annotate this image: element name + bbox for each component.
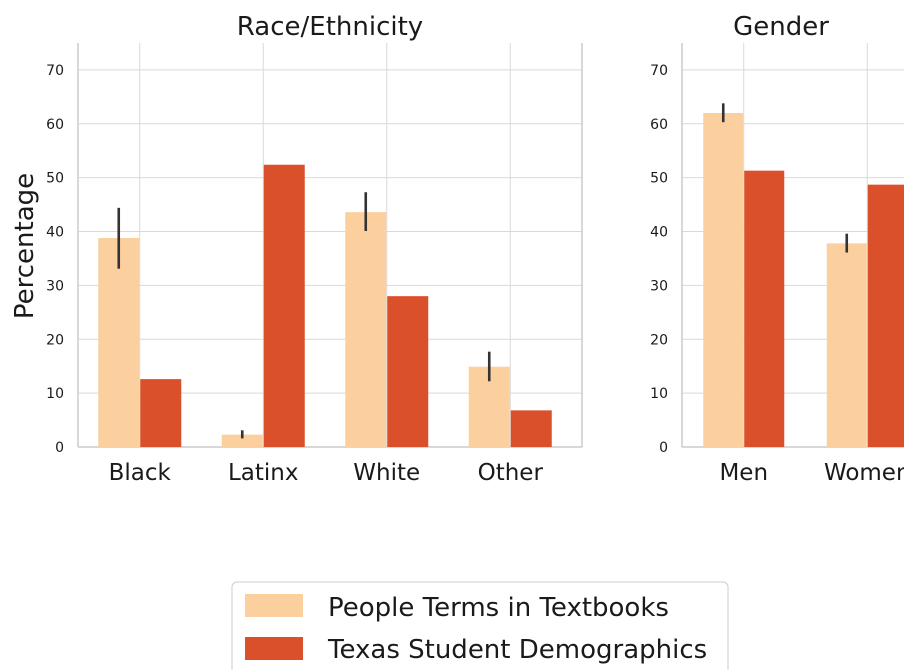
x-tick-label-black: Black — [109, 460, 172, 486]
bar-texas-latinx — [263, 164, 305, 448]
y-axis-label: Percentage — [10, 173, 40, 319]
bar-textbooks-black — [98, 237, 140, 447]
y-tick-label: 20 — [650, 332, 668, 348]
panel-title-race-ethnicity: Race/Ethnicity — [237, 12, 423, 42]
y-tick-label: 10 — [650, 386, 668, 402]
bar-textbooks-women — [826, 243, 867, 447]
bar-texas-other — [510, 410, 552, 447]
race-ethnicity-panel: Race/Ethnicity Percentage 0 10 20 30 40 50 60 7… — [10, 12, 583, 486]
y-tick-label: 0 — [659, 440, 668, 456]
panel-title-gender: Gender — [733, 12, 829, 42]
bar-textbooks-men — [703, 113, 744, 447]
bar-texas-men — [744, 170, 785, 447]
y-tick-label: 10 — [46, 386, 64, 402]
bar-textbooks-latinx — [221, 434, 263, 447]
y-tick-label: 40 — [650, 225, 668, 241]
legend-label-texas: Texas Student Demographics — [327, 635, 707, 665]
y-tick-label: 50 — [650, 171, 668, 187]
x-tick-label-latinx: Latinx — [228, 460, 299, 486]
bar-texas-black — [140, 379, 182, 447]
y-tick-label: 60 — [650, 117, 668, 133]
y-tick-label: 30 — [650, 278, 668, 294]
y-tick-label: 70 — [46, 63, 64, 79]
y-tick-label: 70 — [650, 63, 668, 79]
legend: People Terms in Textbooks Texas Student … — [231, 581, 729, 670]
legend-swatch-texas — [245, 637, 303, 660]
legend-label-textbooks: People Terms in Textbooks — [328, 593, 669, 623]
bar-texas-white — [387, 296, 429, 447]
y-tick-label: 0 — [55, 440, 64, 456]
x-tick-label-men: Men — [719, 460, 768, 486]
y-tick-label: 40 — [46, 225, 64, 241]
gender-panel: Gender 0 10 20 30 40 50 60 70 Men Women — [650, 12, 904, 486]
y-tick-label: 50 — [46, 171, 64, 187]
x-tick-label-white: White — [353, 460, 420, 486]
x-tick-label-other: Other — [478, 460, 544, 486]
y-tick-label: 30 — [46, 278, 64, 294]
x-tick-label-women: Women — [824, 460, 904, 486]
legend-swatch-textbooks — [245, 594, 303, 617]
y-tick-label: 60 — [46, 117, 64, 133]
bar-textbooks-white — [345, 212, 387, 447]
y-tick-label: 20 — [46, 332, 64, 348]
bar-texas-women — [867, 184, 904, 448]
legend-frame — [231, 581, 729, 670]
